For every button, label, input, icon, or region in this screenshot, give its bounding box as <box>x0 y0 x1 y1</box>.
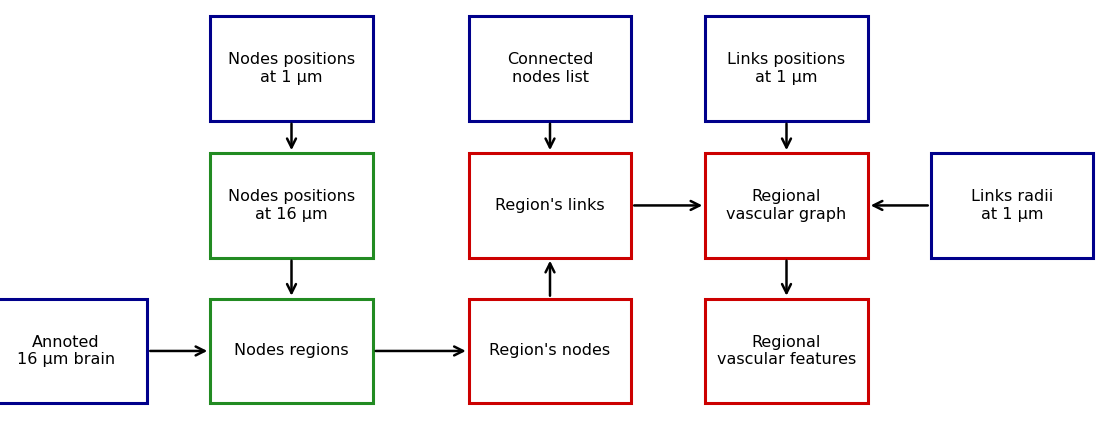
FancyBboxPatch shape <box>469 16 631 121</box>
Text: Region's links: Region's links <box>495 198 605 213</box>
Text: Regional
vascular features: Regional vascular features <box>717 335 856 367</box>
FancyBboxPatch shape <box>705 16 868 121</box>
FancyBboxPatch shape <box>210 299 373 403</box>
Text: Connected
nodes list: Connected nodes list <box>507 52 593 85</box>
Text: Annoted
16 μm brain: Annoted 16 μm brain <box>16 335 116 367</box>
FancyBboxPatch shape <box>469 299 631 403</box>
FancyBboxPatch shape <box>210 16 373 121</box>
Text: Nodes positions
at 16 μm: Nodes positions at 16 μm <box>228 189 355 222</box>
FancyBboxPatch shape <box>210 153 373 258</box>
Text: Regional
vascular graph: Regional vascular graph <box>726 189 847 222</box>
Text: Nodes positions
at 1 μm: Nodes positions at 1 μm <box>228 52 355 85</box>
Text: Links radii
at 1 μm: Links radii at 1 μm <box>971 189 1053 222</box>
FancyBboxPatch shape <box>469 153 631 258</box>
FancyBboxPatch shape <box>705 153 868 258</box>
FancyBboxPatch shape <box>931 153 1093 258</box>
Text: Region's nodes: Region's nodes <box>490 343 610 359</box>
FancyBboxPatch shape <box>705 299 868 403</box>
Text: Nodes regions: Nodes regions <box>234 343 349 359</box>
Text: Links positions
at 1 μm: Links positions at 1 μm <box>727 52 846 85</box>
FancyBboxPatch shape <box>0 299 147 403</box>
